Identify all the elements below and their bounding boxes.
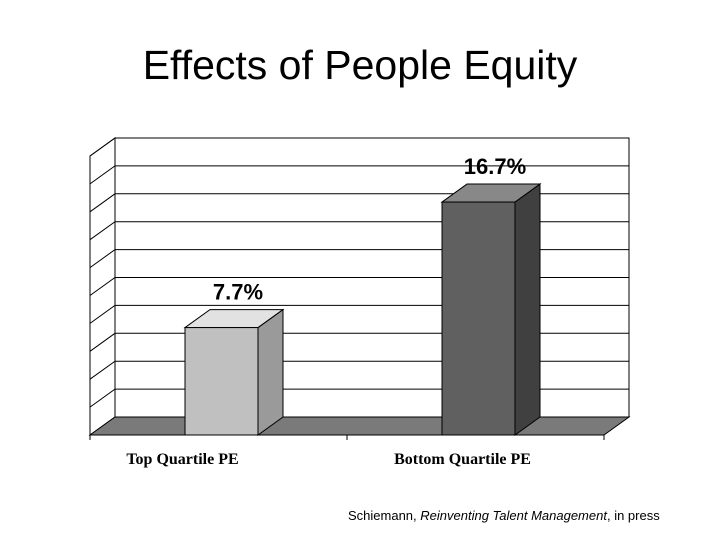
data-label: 7.7% [213, 280, 263, 305]
bar-side [514, 183, 541, 436]
data-label: 16.7% [464, 154, 526, 179]
chart-bars [183, 183, 542, 436]
chart-floor-plane [88, 416, 631, 436]
chart-frame [89, 137, 630, 436]
bar-bottom-quartile-pe [440, 183, 542, 436]
bar-top-quartile-pe [183, 308, 285, 436]
chart-gridline [89, 165, 629, 185]
source-title: Reinventing Talent Management [420, 508, 607, 523]
source-citation: Schiemann, Reinventing Talent Management… [348, 508, 660, 523]
source-suffix: , in press [606, 508, 660, 523]
bar-face [184, 327, 259, 436]
bar-side [257, 308, 284, 436]
source-author: Schiemann, [348, 508, 421, 523]
category-label: Top Quartile PE [126, 451, 238, 468]
slide-title: Effects of People Equity [142, 42, 578, 88]
category-label: Bottom Quartile PE [394, 451, 531, 468]
chart-labels: 7.7% Top Quartile PE 16.7% Bottom Quartile … [126, 154, 531, 468]
chart-gridline [89, 137, 629, 157]
chart-floor [88, 416, 631, 440]
bar-chart: 7.7% Top Quartile PE 16.7% Bottom Quartile … [88, 137, 631, 468]
bar-face [441, 201, 516, 436]
